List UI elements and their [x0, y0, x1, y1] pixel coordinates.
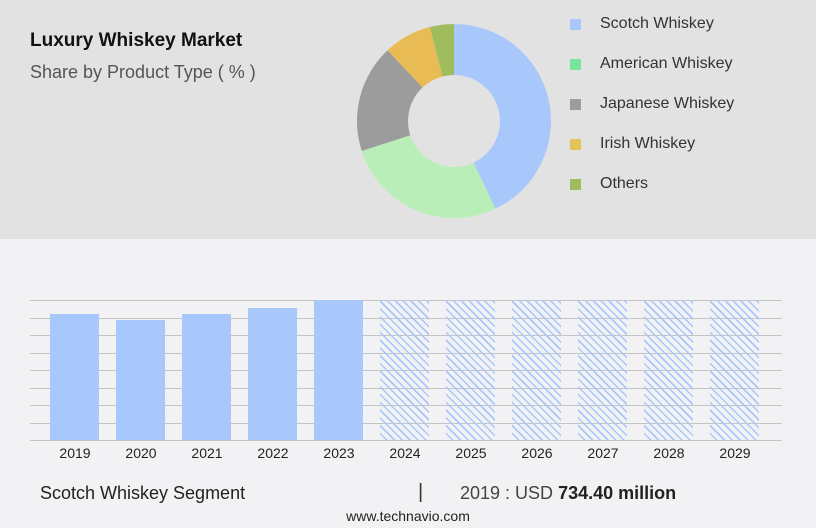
value-amount: 734.40 million	[558, 483, 677, 503]
x-tick-label: 2028	[653, 445, 685, 461]
bar-2027	[578, 300, 627, 440]
x-tick-label: 2023	[323, 445, 355, 461]
legend-label: Irish Whiskey	[600, 135, 696, 152]
footer-separator: |	[418, 481, 424, 503]
bar-chart: 2019 2020 2021 2022 2023 2024 2025 2026 2027 2028…	[30, 290, 782, 470]
donut-slice-others	[429, 24, 454, 77]
x-tick-label: 2020	[125, 445, 157, 461]
bar-2019	[50, 314, 99, 440]
donut-chart	[357, 24, 551, 218]
value-prefix: 2019 : USD	[460, 483, 554, 503]
legend-swatch-icon	[570, 59, 581, 70]
bar-2025	[446, 300, 495, 440]
x-tick-label: 2029	[719, 445, 751, 461]
bar-2020	[116, 320, 165, 440]
donut-slice-american-whiskey	[361, 135, 496, 218]
segment-value: 2019 : USD 734.40 million	[460, 483, 676, 504]
x-tick-label: 2022	[257, 445, 289, 461]
bar-2022	[248, 308, 297, 440]
x-tick-label: 2027	[587, 445, 619, 461]
legend-swatch-icon	[570, 19, 581, 30]
donut-slice-irish-whiskey	[387, 27, 443, 88]
x-tick-label: 2026	[521, 445, 553, 461]
bar-2028	[644, 300, 693, 440]
bar-2023	[314, 300, 363, 440]
source-url: www.technavio.com	[346, 508, 470, 524]
legend-label: American Whiskey	[600, 55, 733, 72]
legend-swatch-icon	[570, 179, 581, 190]
legend-label: Scotch Whiskey	[600, 15, 714, 32]
legend-label: Others	[600, 175, 649, 192]
bar-2021	[182, 314, 231, 440]
bar-2024	[380, 300, 429, 440]
segment-label: Scotch Whiskey Segment	[40, 483, 246, 503]
bar-2029	[710, 300, 759, 440]
x-tick-label: 2019	[59, 445, 91, 461]
x-tick-label: 2025	[455, 445, 487, 461]
legend-swatch-icon	[570, 99, 581, 110]
donut-slice-scotch-whiskey	[454, 24, 551, 209]
x-tick-label: 2024	[389, 445, 421, 461]
chart-title: Luxury Whiskey Market	[30, 30, 243, 51]
bar-2026	[512, 300, 561, 440]
gridline	[30, 440, 782, 441]
legend-swatch-icon	[570, 139, 581, 150]
x-tick-label: 2021	[191, 445, 223, 461]
legend-label: Japanese Whiskey	[600, 95, 735, 112]
donut-slice-japanese-whiskey	[357, 50, 423, 151]
top-panel: Luxury Whiskey Market Share by Product T…	[0, 0, 816, 239]
chart-subtitle: Share by Product Type ( % )	[30, 62, 256, 82]
